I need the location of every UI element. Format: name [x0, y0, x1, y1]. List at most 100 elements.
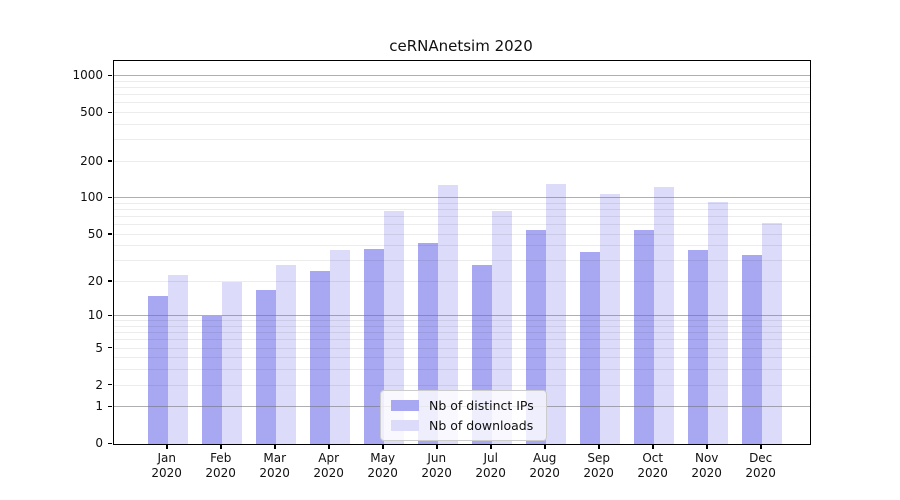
- bar-downloads-aug: [545, 184, 566, 444]
- bar-downloads-jul: [491, 211, 512, 444]
- y-tick-label-0: 0: [95, 436, 103, 450]
- y-tick-label-20: 20: [87, 273, 103, 288]
- bar-distinct-ips-may: [363, 249, 384, 444]
- legend-swatch-downloads: [391, 420, 419, 431]
- x-tick-label-jun: Jun 2020: [421, 451, 452, 480]
- x-tick-label-apr: Apr 2020: [313, 451, 344, 480]
- y-tick-label-10: 10: [87, 308, 103, 323]
- y-tick-label-200: 200: [80, 153, 103, 168]
- y-tick-label-500: 500: [80, 105, 103, 120]
- x-tick-mark-mar: [274, 445, 276, 449]
- gridline-100: [114, 197, 810, 199]
- y-tick-mark-500: [108, 111, 112, 113]
- bar-downloads-sep: [599, 194, 620, 444]
- gridline-60: [114, 224, 810, 226]
- bar-downloads-mar: [275, 264, 296, 444]
- x-tick-mark-jul: [490, 445, 492, 449]
- gridline-4: [114, 357, 810, 359]
- gridline-900: [114, 80, 810, 82]
- gridline-30: [114, 260, 810, 262]
- x-tick-label-nov: Nov 2020: [691, 451, 722, 480]
- plot-area: Nb of distinct IPs Nb of downloads: [113, 60, 811, 445]
- x-tick-mark-jan: [166, 445, 168, 449]
- bar-downloads-feb: [221, 281, 242, 444]
- y-tick-label-100: 100: [80, 190, 103, 205]
- gridline-500: [114, 112, 810, 114]
- gridline-40: [114, 245, 810, 247]
- bar-downloads-jan: [167, 274, 188, 444]
- y-tick-label-5: 5: [95, 340, 103, 355]
- bar-distinct-ips-dec: [741, 254, 762, 444]
- x-tick-label-feb: Feb 2020: [205, 451, 236, 480]
- x-tick-mark-may: [382, 445, 384, 449]
- bar-distinct-ips-feb: [201, 316, 222, 444]
- legend: Nb of distinct IPs Nb of downloads: [380, 390, 547, 441]
- y-tick-label-50: 50: [87, 226, 103, 241]
- y-tick-label-1: 1: [95, 399, 103, 414]
- bar-downloads-nov: [707, 201, 728, 444]
- legend-label-downloads: Nb of downloads: [429, 418, 534, 433]
- bar-distinct-ips-oct: [633, 229, 654, 444]
- legend-label-distinct-ips: Nb of distinct IPs: [429, 398, 534, 413]
- x-tick-mark-oct: [652, 445, 654, 449]
- y-tick-label-1000: 1000: [72, 68, 103, 83]
- gridline-400: [114, 124, 810, 125]
- gridline-10: [114, 315, 810, 317]
- x-tick-label-sep: Sep 2020: [583, 451, 614, 480]
- bar-distinct-ips-mar: [255, 290, 276, 444]
- x-tick-label-jul: Jul 2020: [475, 451, 506, 480]
- legend-row-downloads: Nb of downloads: [391, 418, 534, 433]
- x-tick-label-jan: Jan 2020: [151, 451, 182, 480]
- x-tick-mark-nov: [706, 445, 708, 449]
- gridline-5: [114, 347, 810, 349]
- gridline-80: [114, 209, 810, 211]
- y-tick-mark-2: [108, 384, 112, 386]
- x-tick-mark-sep: [598, 445, 600, 449]
- chart-title: ceRNAnetsim 2020: [389, 37, 533, 55]
- x-tick-label-may: May 2020: [367, 451, 398, 480]
- gridline-800: [114, 87, 810, 89]
- gridline-3: [114, 369, 810, 371]
- bar-downloads-may: [383, 211, 404, 444]
- bar-downloads-apr: [329, 250, 350, 444]
- y-tick-mark-1: [108, 405, 112, 407]
- gridline-20: [114, 280, 810, 282]
- gridline-600: [114, 102, 810, 104]
- gridline-90: [114, 202, 810, 204]
- bar-distinct-ips-nov: [687, 250, 708, 444]
- gridline-1000: [114, 75, 810, 77]
- bar-downloads-dec: [761, 222, 782, 444]
- y-tick-mark-20: [108, 280, 112, 282]
- x-tick-label-dec: Dec 2020: [745, 451, 776, 480]
- gridline-9: [114, 320, 810, 322]
- y-tick-mark-100: [108, 196, 112, 199]
- grid-layer: [114, 61, 810, 444]
- y-tick-label-2: 2: [95, 377, 103, 392]
- gridline-700: [114, 94, 810, 96]
- y-tick-mark-10: [108, 314, 112, 317]
- gridline-2: [114, 384, 810, 386]
- legend-swatch-distinct-ips: [391, 400, 419, 411]
- y-tick-mark-0: [108, 442, 112, 444]
- gridline-7: [114, 332, 810, 334]
- gridline-50: [114, 233, 810, 235]
- x-tick-label-oct: Oct 2020: [637, 451, 668, 480]
- gridline-6: [114, 339, 810, 341]
- gridline-8: [114, 326, 810, 327]
- gridline-300: [114, 139, 810, 141]
- x-tick-label-aug: Aug 2020: [529, 451, 560, 480]
- bar-downloads-jun: [437, 185, 458, 444]
- y-tick-mark-200: [108, 160, 112, 162]
- bar-distinct-ips-sep: [579, 251, 600, 444]
- x-tick-mark-jun: [436, 445, 438, 449]
- x-tick-mark-apr: [328, 445, 330, 449]
- gridline-70: [114, 216, 810, 218]
- gridline-200: [114, 160, 810, 162]
- x-tick-mark-feb: [220, 445, 222, 449]
- y-tick-mark-5: [108, 347, 112, 349]
- x-tick-mark-aug: [544, 445, 546, 449]
- x-tick-mark-dec: [760, 445, 762, 449]
- x-tick-label-mar: Mar 2020: [259, 451, 290, 480]
- y-tick-mark-50: [108, 233, 112, 235]
